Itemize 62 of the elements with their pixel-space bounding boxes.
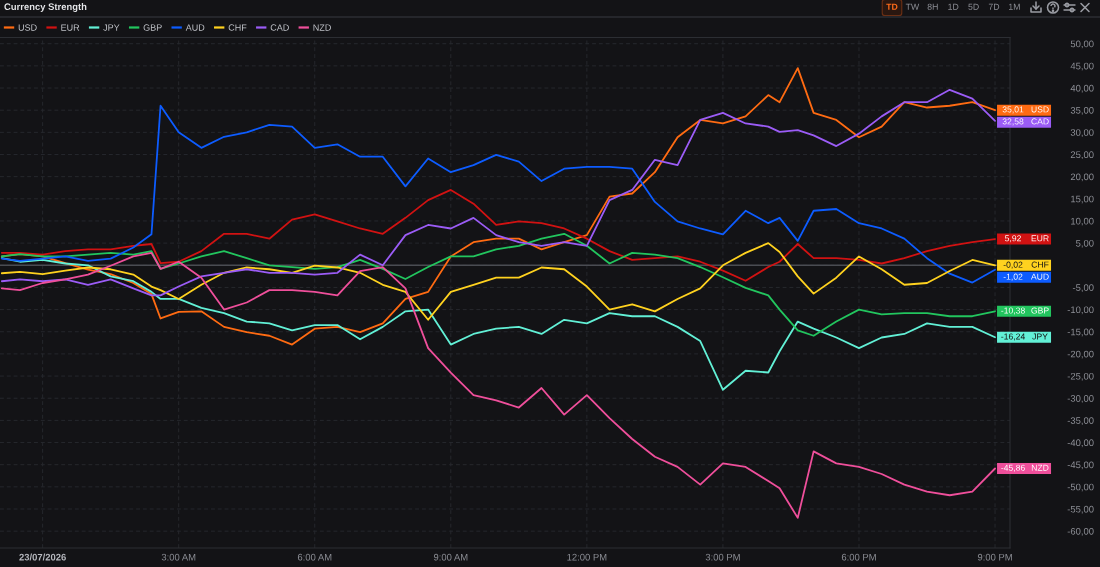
text: 1M	[1008, 3, 1020, 10]
y-tick-label: 10,00	[1071, 217, 1094, 226]
text: 8H	[927, 3, 938, 10]
y-tick-label: 40,00	[1070, 84, 1094, 93]
y-tick-label: -10,00	[1067, 306, 1094, 315]
legend-label: NZD	[313, 24, 331, 31]
x-tick-label: 6:00 PM	[841, 553, 876, 561]
text: NZD	[1031, 464, 1049, 471]
legend-label: CAD	[270, 24, 289, 31]
text: AUD	[1030, 273, 1049, 280]
y-tick-label: 35,00	[1070, 107, 1094, 115]
y-tick-label: -60,00	[1067, 527, 1094, 536]
x-tick-label: 12:00 PM	[567, 553, 607, 561]
data-label: 35,01	[1002, 106, 1024, 114]
y-tick-label: 30,00	[1070, 129, 1094, 137]
data-label: -1,02	[1003, 273, 1023, 281]
y-tick-label: -45,00	[1067, 461, 1094, 470]
y-tick-label: -35,00	[1067, 417, 1094, 426]
data-label: -16,24	[1001, 333, 1025, 341]
text: TW	[905, 3, 920, 10]
y-tick-label: -20,00	[1067, 350, 1094, 359]
x-tick-label: 23/07/2026	[19, 553, 66, 561]
y-tick-label: 50,00	[1070, 40, 1094, 49]
legend-label: CHF	[228, 24, 247, 31]
x-tick-label: 9:00 PM	[977, 553, 1012, 561]
text: 5D	[968, 3, 979, 10]
text: TD	[886, 3, 898, 10]
y-tick-label: 15,00	[1071, 195, 1094, 204]
y-tick-label: 25,00	[1070, 151, 1094, 160]
data-label: 32,58	[1002, 118, 1024, 126]
x-tick-label: 3:00 PM	[705, 553, 740, 561]
x-tick-label: 9:00 AM	[433, 553, 468, 561]
text: JPY	[1032, 333, 1048, 340]
legend-label: GBP	[143, 24, 162, 31]
y-tick-label: -50,00	[1067, 483, 1094, 492]
text: 1D	[948, 3, 959, 10]
chart-title: Currency Strength	[4, 3, 87, 12]
data-label: 5,92	[1005, 235, 1021, 243]
text: CAD	[1031, 118, 1049, 125]
text: USD	[1031, 106, 1049, 113]
y-tick-label: 45,00	[1070, 62, 1094, 71]
text: EUR	[1031, 235, 1049, 242]
x-tick-label: 6:00 AM	[297, 553, 332, 561]
text: 7D	[988, 3, 1000, 10]
legend-label: JPY	[103, 24, 120, 31]
y-tick-label: -25,00	[1067, 372, 1094, 381]
legend-label: EUR	[61, 24, 80, 31]
y-tick-label: -55,00	[1067, 505, 1094, 514]
text: CHF	[1031, 261, 1049, 268]
y-tick-label: -5,00	[1072, 284, 1094, 293]
y-tick-label: 20,00	[1070, 173, 1094, 182]
y-tick-label: -40,00	[1067, 439, 1094, 448]
data-label: -10,38	[1001, 307, 1025, 315]
data-label: -0,02	[1003, 261, 1023, 269]
legend-label: USD	[18, 24, 37, 31]
y-tick-label: -30,00	[1067, 395, 1094, 403]
y-tick-label: 5,00	[1076, 239, 1094, 248]
text: GBP	[1031, 307, 1049, 314]
legend-label: AUD	[185, 24, 205, 31]
data-label: -45,86	[1001, 464, 1025, 472]
x-tick-label: 3:00 AM	[161, 553, 196, 561]
y-tick-label: -15,00	[1067, 328, 1094, 337]
